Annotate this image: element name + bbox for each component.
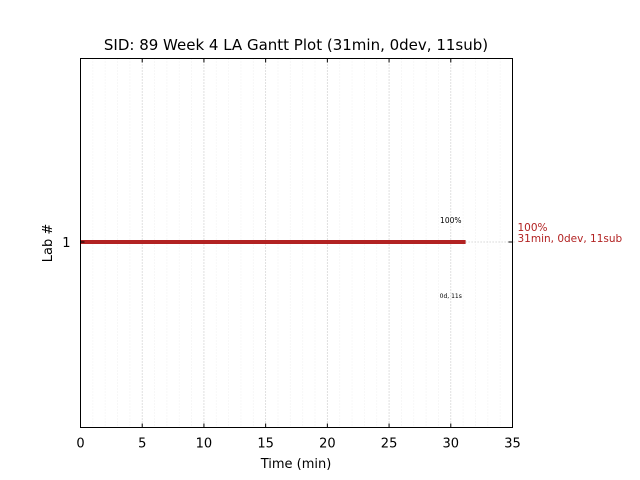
x-axis-ticks: 0 5 10 15 20 25 30 35 [76, 58, 521, 452]
y-axis-label: Lab # [41, 224, 56, 263]
x-tick-label: 15 [257, 437, 274, 452]
y-tick-label: 1 [62, 236, 70, 251]
gantt-bar [80, 240, 466, 244]
x-tick-label: 10 [196, 437, 213, 452]
x-tick-label: 35 [504, 437, 521, 452]
x-axis-label: Time (min) [260, 457, 332, 472]
plot-frame [80, 58, 513, 428]
chart-title: SID: 89 Week 4 LA Gantt Plot (31min, 0de… [104, 36, 488, 54]
x-tick-label: 25 [381, 437, 398, 452]
x-tick-label: 5 [138, 437, 146, 452]
x-tick-label: 20 [319, 437, 336, 452]
x-tick-label: 30 [443, 437, 460, 452]
y-axis-ticks: 1 [62, 236, 513, 251]
bar-percent-label: 100% [440, 216, 461, 225]
side-label-percent: 100% [518, 222, 548, 234]
side-label-summary: 31min, 0dev, 11sub [518, 233, 623, 245]
bar-detail-label: 0d, 11s [440, 293, 462, 300]
x-tick-label: 0 [76, 437, 84, 452]
